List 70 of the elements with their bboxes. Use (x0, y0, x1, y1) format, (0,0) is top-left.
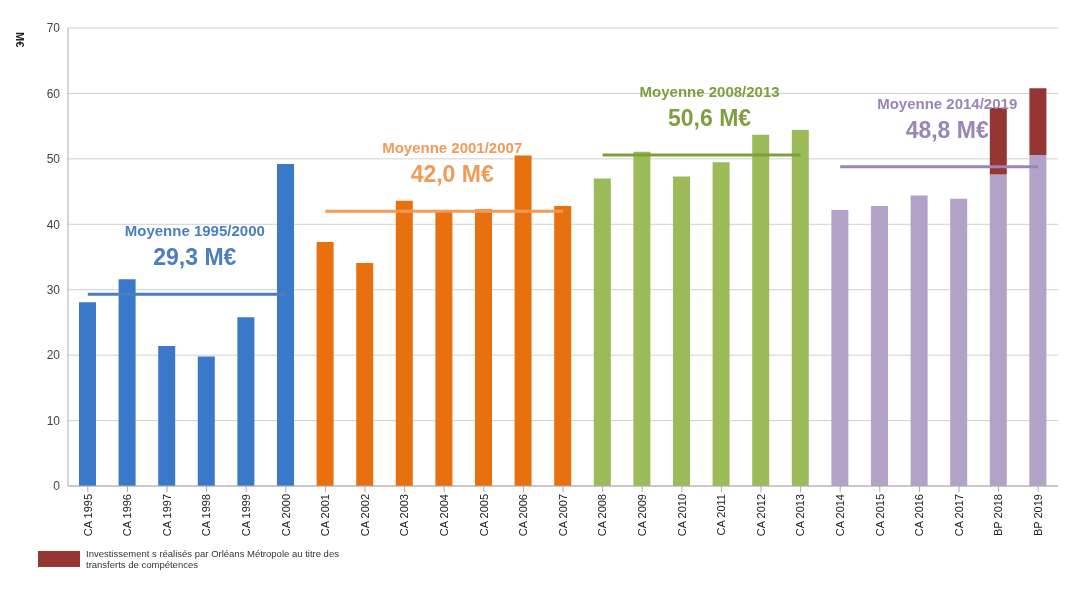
y-tick-label: 60 (46, 86, 61, 101)
bar (593, 178, 611, 486)
y-tick-label: 70 (46, 21, 61, 36)
x-tick-label: CA 2005 (477, 494, 490, 537)
bar (633, 151, 651, 486)
x-tick-label: CA 1995 (81, 494, 94, 537)
x-tick-label: CA 2001 (319, 494, 332, 537)
x-tick-label: BP 2019 (1032, 494, 1045, 537)
x-tick-label: CA 2014 (834, 494, 847, 537)
x-tick-label: CA 2003 (398, 494, 411, 537)
x-tick-label: CA 2002 (358, 494, 371, 537)
bar (831, 209, 849, 486)
x-tick-label: CA 2000 (279, 494, 292, 537)
annotation: 42,0 M€ (410, 161, 494, 188)
bar (989, 107, 1007, 175)
bar (316, 241, 334, 486)
x-tick-label: CA 1996 (121, 494, 134, 537)
bar (435, 211, 453, 486)
y-axis-title: M€ (14, 32, 27, 48)
x-tick-label: CA 1997 (160, 494, 173, 537)
x-tick-label: CA 2011 (715, 494, 728, 536)
bar (673, 176, 690, 486)
annotation: 48,8 M€ (905, 116, 989, 143)
x-tick-label: CA 2007 (556, 494, 569, 537)
x-tick-label: CA 2012 (754, 494, 767, 537)
x-tick-label: CA 2017 (952, 494, 965, 537)
bar (554, 205, 572, 486)
bar (871, 205, 888, 486)
bar (277, 164, 294, 486)
bar (356, 262, 374, 486)
bar (118, 279, 136, 486)
bar (712, 162, 730, 486)
legend-label: Investissement s réalisés par Orléans Métropole au titre des transferts de compétences (86, 548, 340, 570)
bar (950, 198, 968, 486)
bar (1029, 88, 1047, 155)
y-tick-label: 0 (53, 479, 61, 494)
x-tick-label: BP 2018 (992, 494, 1005, 537)
y-tick-label: 30 (46, 282, 61, 297)
bar (79, 302, 96, 486)
bar (237, 317, 255, 486)
bar (197, 356, 215, 486)
annotation: Moyenne 2001/2007 (382, 138, 523, 159)
bar (752, 134, 770, 486)
bar (158, 345, 176, 486)
annotation: Moyenne 2008/2013 (639, 81, 780, 102)
annotation: Moyenne 2014/2019 (877, 93, 1018, 114)
x-tick-label: CA 2013 (794, 494, 807, 537)
bar (1029, 154, 1047, 486)
y-tick-label: 50 (46, 152, 61, 167)
y-tick-label: 10 (46, 413, 61, 428)
x-tick-label: CA 2010 (675, 494, 688, 537)
y-tick-label: 20 (46, 348, 61, 363)
annotation: Moyenne 1995/2000 (124, 221, 265, 242)
annotation: 29,3 M€ (153, 244, 237, 271)
x-tick-label: CA 2006 (517, 494, 530, 537)
bar (475, 209, 492, 486)
bar (791, 130, 809, 486)
x-tick-label: CA 1998 (200, 494, 213, 537)
x-tick-label: CA 2016 (913, 494, 926, 537)
x-tick-label: CA 2004 (438, 494, 451, 537)
x-tick-label: CA 1999 (240, 494, 253, 537)
annotation: 50,6 M€ (668, 104, 752, 131)
x-tick-label: CA 2008 (596, 494, 609, 537)
bar (395, 200, 413, 486)
x-tick-label: CA 2009 (636, 494, 649, 537)
x-tick-label: CA 2015 (873, 494, 886, 537)
y-tick-label: 40 (46, 217, 61, 232)
bar (514, 155, 532, 486)
bar (989, 174, 1007, 486)
bar (910, 195, 928, 486)
